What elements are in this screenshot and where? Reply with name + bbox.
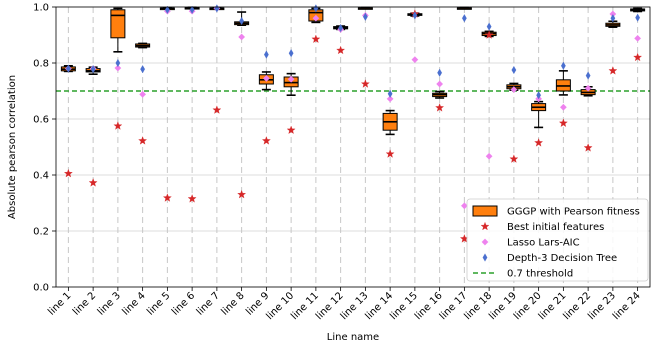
tree-point xyxy=(486,22,492,31)
tree-point xyxy=(536,91,541,100)
plot-frame xyxy=(55,6,651,288)
legend: GGGP with Pearson fitness Best initial fe… xyxy=(466,198,649,282)
y-tick-label: 0.6 xyxy=(33,115,49,126)
tree-point xyxy=(387,89,393,98)
tree-point xyxy=(189,5,195,14)
lasso-point xyxy=(634,34,642,42)
x-tick-label: line 2 xyxy=(71,290,98,317)
x-tick-label: line 8 xyxy=(219,290,246,317)
x-tick-label: line 24 xyxy=(611,290,643,322)
best-initial-point xyxy=(212,105,222,114)
best-initial-point xyxy=(63,168,73,178)
tree-point xyxy=(90,65,96,74)
x-tick-label: line 7 xyxy=(195,290,222,317)
tree-point xyxy=(437,68,442,77)
x-tick-label: line 1 xyxy=(46,290,73,317)
lasso-point xyxy=(485,152,493,160)
legend-label: 0.7 threshold xyxy=(507,269,573,280)
lasso-point xyxy=(139,90,147,98)
lasso-point xyxy=(312,14,320,22)
best-initial-point xyxy=(360,79,370,88)
tree-point xyxy=(338,23,343,33)
lasso-point xyxy=(460,202,468,210)
legend-handle-box xyxy=(472,205,498,217)
lasso-point xyxy=(584,84,592,92)
legend-label: GGGP with Pearson fitness xyxy=(507,207,640,218)
lasso-point xyxy=(287,75,295,83)
tree-point xyxy=(165,5,170,14)
lasso-point xyxy=(262,74,270,82)
y-tick-label: 0.8 xyxy=(33,59,49,70)
x-tick-label: line 5 xyxy=(145,290,172,317)
legend-handle-star xyxy=(480,221,490,231)
best-initial-point xyxy=(633,52,643,62)
box-body xyxy=(110,9,126,39)
y-tick-label: 0.0 xyxy=(33,283,49,294)
best-initial-point xyxy=(237,189,247,199)
best-initial-point xyxy=(435,103,445,112)
tree-point xyxy=(561,61,566,70)
legend-label: Best initial features xyxy=(507,222,604,233)
legend-label: Depth-3 Decision Tree xyxy=(507,253,617,264)
tree-point xyxy=(239,16,244,26)
tree-point xyxy=(66,64,71,73)
x-tick-label: line 6 xyxy=(170,290,197,317)
tree-point xyxy=(462,14,467,23)
tree-point xyxy=(412,11,418,20)
best-initial-point xyxy=(608,66,618,75)
best-initial-point xyxy=(336,45,346,55)
best-initial-point xyxy=(509,154,519,163)
lasso-point xyxy=(114,64,122,72)
y-tick-label: 0.2 xyxy=(33,227,49,238)
marker-layer xyxy=(63,4,643,243)
best-initial-point xyxy=(187,194,197,203)
tree-point xyxy=(585,71,591,80)
y-axis-label: Absolute pearson correlation xyxy=(7,75,18,219)
lasso-point xyxy=(559,103,567,111)
best-initial-point xyxy=(88,178,98,187)
best-initial-point xyxy=(484,30,494,39)
best-initial-point xyxy=(286,125,296,134)
x-tick-label: line 4 xyxy=(120,290,147,317)
best-initial-point xyxy=(261,136,271,145)
legend-label: Lasso Lars-AIC xyxy=(507,238,580,249)
best-initial-point xyxy=(162,193,172,202)
best-initial-point xyxy=(583,143,593,152)
legend-handle-thin-diamond xyxy=(482,253,488,262)
tree-point xyxy=(363,12,368,21)
lasso-point xyxy=(238,33,246,41)
lasso-point xyxy=(411,56,419,64)
tree-point xyxy=(264,50,269,59)
best-initial-point xyxy=(385,149,395,158)
tree-point xyxy=(635,13,640,22)
y-tick-label: 1.0 xyxy=(33,3,49,14)
lasso-point xyxy=(510,86,518,94)
y-axis: 0.0 0.2 0.4 0.6 0.8 1.0 xyxy=(33,3,56,294)
best-initial-point xyxy=(558,118,568,127)
tree-point xyxy=(214,4,220,13)
tree-point xyxy=(511,65,517,75)
y-tick-label: 0.4 xyxy=(33,171,49,182)
best-initial-point xyxy=(138,136,148,145)
tree-point xyxy=(288,49,294,58)
best-initial-point xyxy=(311,34,321,43)
lasso-point xyxy=(386,95,394,103)
tree-point xyxy=(610,14,616,23)
best-initial-point xyxy=(534,138,544,147)
tree-point xyxy=(140,65,145,74)
x-axis-label: Line name xyxy=(327,332,379,343)
legend-handle-diamond xyxy=(481,238,489,246)
legend-frame xyxy=(466,198,649,282)
tree-point xyxy=(115,58,121,68)
x-tick-label: line 3 xyxy=(96,290,123,317)
box-layer xyxy=(60,6,646,136)
best-initial-point xyxy=(113,121,123,130)
lasso-point xyxy=(436,80,444,88)
